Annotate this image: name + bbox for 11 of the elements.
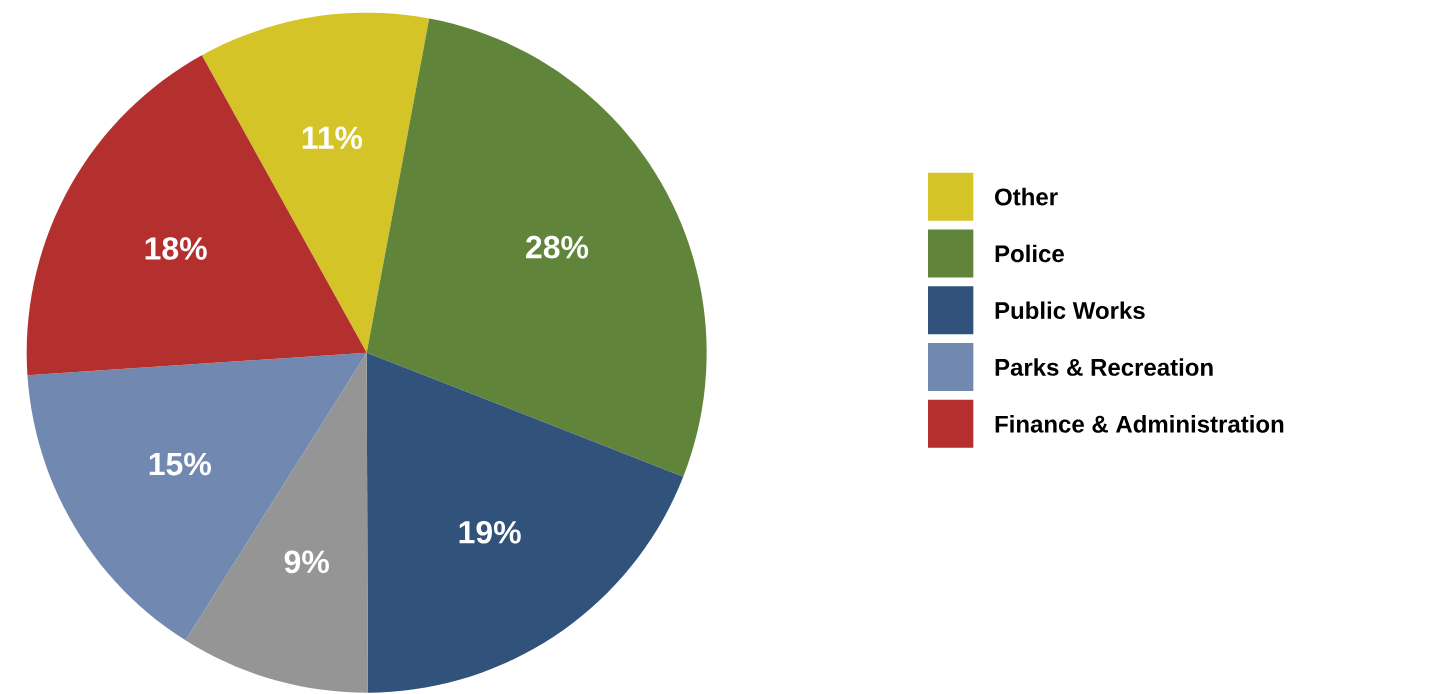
data-label: 18% — [145, 237, 207, 260]
legend-label: Finance & Administration — [995, 415, 1284, 433]
legend-label: Police — [995, 244, 1064, 263]
legend-label: Public Works — [995, 301, 1145, 320]
data-label: 19% — [459, 520, 521, 544]
data-label: 11% — [302, 126, 363, 150]
data-label: 15% — [149, 452, 211, 476]
data-label: 9% — [284, 550, 329, 574]
legend-label: Parks & Recreation — [995, 358, 1213, 376]
data-label: 28% — [526, 235, 589, 259]
legend-label: Other — [995, 187, 1058, 206]
